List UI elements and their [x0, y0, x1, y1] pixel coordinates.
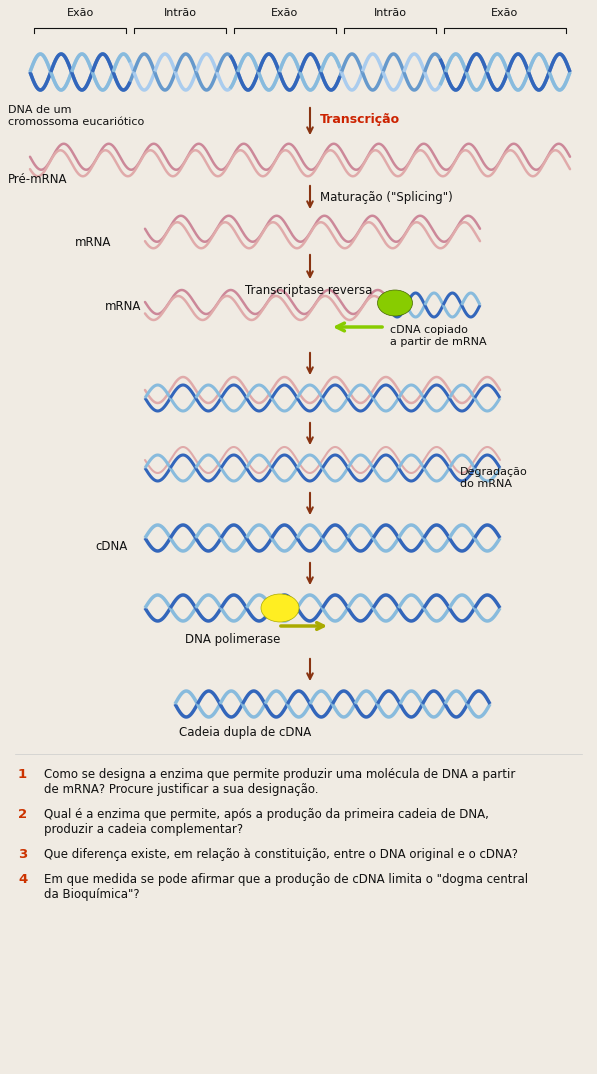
Text: Degradação
do mRNA: Degradação do mRNA [460, 467, 528, 489]
Text: 1: 1 [18, 768, 27, 781]
Text: Em que medida se pode afirmar que a produção de cDNA limita o "dogma central
da : Em que medida se pode afirmar que a prod… [44, 873, 528, 901]
Text: Intrão: Intrão [374, 8, 407, 18]
Text: Exão: Exão [66, 8, 94, 18]
Text: Pré-mRNA: Pré-mRNA [8, 173, 67, 186]
Text: 4: 4 [18, 873, 27, 886]
Text: Exão: Exão [272, 8, 298, 18]
Ellipse shape [377, 290, 413, 316]
Text: cDNA: cDNA [95, 539, 127, 552]
Text: Transcrição: Transcrição [320, 114, 400, 127]
Text: Intrão: Intrão [164, 8, 196, 18]
Text: Qual é a enzima que permite, após a produção da primeira cadeia de DNA,
produzir: Qual é a enzima que permite, após a prod… [44, 808, 489, 836]
Text: Exão: Exão [491, 8, 519, 18]
Text: 3: 3 [18, 848, 27, 861]
Text: Maturação ("Splicing"): Maturação ("Splicing") [320, 190, 453, 203]
Text: Que diferença existe, em relação à constituição, entre o DNA original e o cDNA?: Que diferença existe, em relação à const… [44, 848, 518, 861]
Ellipse shape [261, 594, 299, 622]
Text: DNA polimerase: DNA polimerase [185, 634, 281, 647]
Text: cDNA copiado
a partir de mRNA: cDNA copiado a partir de mRNA [390, 325, 487, 347]
Text: Transcriptase reversa: Transcriptase reversa [245, 284, 373, 297]
Text: DNA de um
cromossoma eucariótico: DNA de um cromossoma eucariótico [8, 105, 144, 127]
Text: Como se designa a enzima que permite produzir uma molécula de DNA a partir
de mR: Como se designa a enzima que permite pro… [44, 768, 515, 796]
Text: 2: 2 [18, 808, 27, 821]
Text: mRNA: mRNA [75, 235, 112, 248]
Text: mRNA: mRNA [105, 301, 141, 314]
Text: Cadeia dupla de cDNA: Cadeia dupla de cDNA [179, 726, 311, 739]
